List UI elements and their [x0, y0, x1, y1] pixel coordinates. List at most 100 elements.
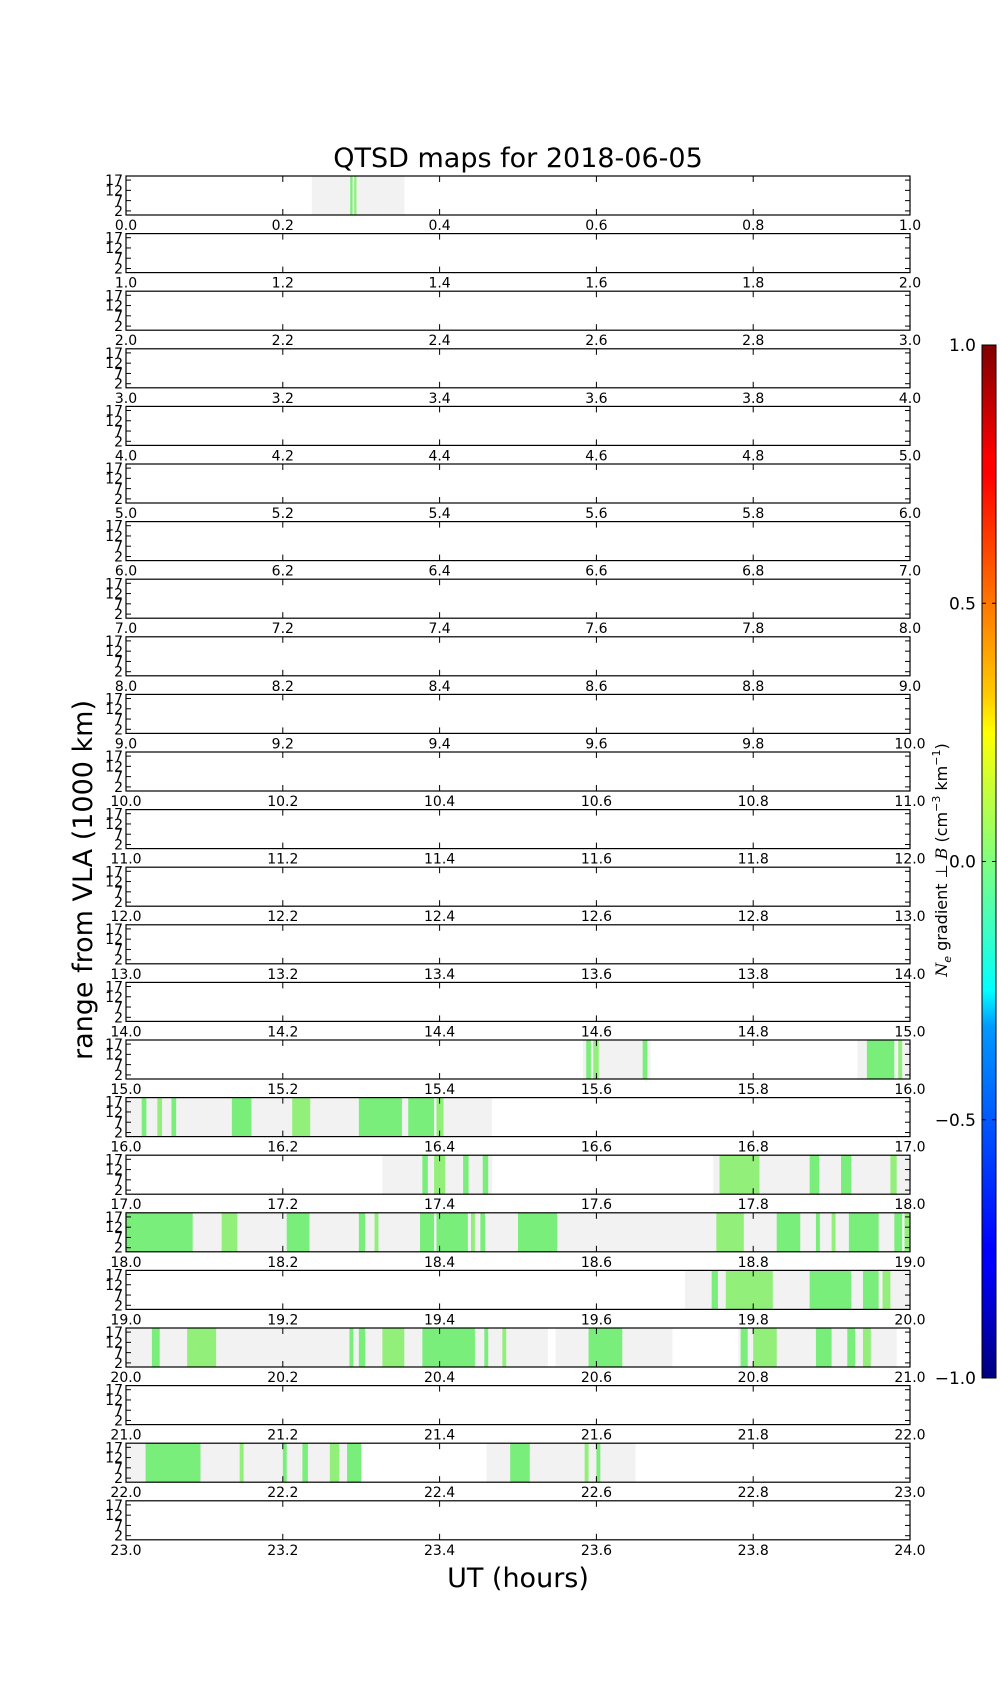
- x-tick-label: 0.4: [428, 218, 450, 234]
- x-tick-label: 6.4: [428, 564, 450, 580]
- x-tick-label: 19.8: [738, 1312, 769, 1328]
- panel-frame: [125, 1154, 911, 1195]
- x-tick-label: 5.2: [272, 506, 294, 522]
- coverage-region: [311, 176, 405, 215]
- x-tick-label: 19.0: [894, 1255, 925, 1271]
- y-tick-label: 17: [105, 1498, 123, 1514]
- y-tick-label: 17: [105, 519, 123, 535]
- detection-cell: [145, 1443, 201, 1483]
- x-tick-label: 7.2: [272, 621, 294, 637]
- colorbar-label-units: (cm: [932, 812, 951, 843]
- detection-cell: [862, 1270, 879, 1310]
- panel-frame: [125, 1212, 911, 1253]
- panel-frame: [125, 636, 911, 677]
- x-tick-label: 0.0: [115, 218, 137, 234]
- y-tick-label: 12: [105, 875, 123, 891]
- x-tick-label: 4.4: [428, 448, 450, 464]
- x-tick-label: 17.0: [110, 1197, 141, 1213]
- x-tick-label: 3.6: [585, 391, 607, 407]
- x-tick-label: 16.0: [894, 1082, 925, 1098]
- y-tick-label: 2: [114, 1010, 123, 1026]
- y-tick-label: 7: [114, 251, 123, 267]
- detection-cell: [221, 1212, 238, 1252]
- y-tick-label: 2: [114, 953, 123, 969]
- y-tick-label: 17: [105, 1210, 123, 1226]
- x-tick-label: 0.8: [742, 218, 764, 234]
- x-tick-label: 17.2: [267, 1197, 298, 1213]
- y-tick-label: 7: [114, 654, 123, 670]
- y-tick-label: 2: [114, 837, 123, 853]
- x-tick-label: 13.0: [894, 909, 925, 925]
- panel-frame: [125, 1327, 911, 1368]
- panel-frame: [125, 1039, 911, 1080]
- x-tick-label: 5.0: [115, 506, 137, 522]
- panel-frame: [125, 693, 911, 735]
- x-tick-label: 7.6: [585, 621, 607, 637]
- x-tick-label: 8.8: [742, 679, 764, 695]
- y-tick-label: 7: [114, 482, 123, 498]
- detection-cell: [584, 1443, 589, 1483]
- detection-cell: [282, 1443, 287, 1483]
- detection-cell: [480, 1212, 486, 1252]
- x-tick-label: 21.0: [894, 1370, 925, 1386]
- detection-cell: [725, 1270, 773, 1310]
- x-tick-label: 1.0: [115, 276, 137, 292]
- x-tick-label: 3.8: [742, 391, 764, 407]
- y-tick-label: 17: [105, 1152, 123, 1168]
- panel-frame: [125, 233, 911, 274]
- colorbar-label-n: N: [932, 962, 951, 978]
- y-tick-label: 7: [114, 1403, 123, 1419]
- y-tick-label: 12: [105, 587, 123, 603]
- panel-frame: [125, 1384, 911, 1426]
- colorbar-label-exp1: −3: [930, 796, 943, 812]
- detection-cell: [463, 1155, 469, 1195]
- y-tick-label: 17: [105, 864, 123, 880]
- y-tick-label: 12: [105, 471, 123, 487]
- panel-frame: [125, 1269, 911, 1311]
- x-tick-label: 14.2: [267, 1024, 298, 1040]
- colorbar-tick-label: 0.5: [949, 594, 976, 614]
- x-tick-label: 10.2: [267, 794, 298, 810]
- detection-cell: [347, 1443, 362, 1483]
- x-tick-label: 19.0: [110, 1312, 141, 1328]
- detection-cell: [809, 1155, 820, 1195]
- y-tick-label: 17: [105, 404, 123, 420]
- y-tick-label: 17: [105, 173, 123, 189]
- colorbar-label-end: ): [932, 743, 951, 749]
- x-tick-label: 13.2: [267, 967, 298, 983]
- x-tick-label: 1.4: [428, 276, 450, 292]
- detection-cell: [434, 1155, 446, 1195]
- x-tick-label: 17.4: [424, 1197, 455, 1213]
- x-tick-label: 20.8: [738, 1370, 769, 1386]
- x-tick-label: 24.0: [894, 1543, 925, 1559]
- y-tick-label: 17: [105, 1095, 123, 1111]
- colorbar: 1.0 0.5 0.0 −0.5 −1.0 Ne gradient ⊥ B (cm−3 …: [930, 336, 997, 1389]
- x-tick-label: 19.4: [424, 1312, 455, 1328]
- detection-cell: [329, 1443, 340, 1483]
- detection-cell: [354, 176, 357, 215]
- x-tick-label: 12.8: [738, 909, 769, 925]
- y-tick-label: 17: [105, 1383, 123, 1399]
- x-tick-label: 9.4: [428, 736, 450, 752]
- x-tick-label: 22.6: [581, 1485, 612, 1501]
- detection-cell: [904, 1212, 910, 1252]
- detection-cell: [187, 1328, 217, 1367]
- detection-cell: [776, 1212, 801, 1252]
- x-tick-label: 17.6: [581, 1197, 612, 1213]
- panel-frame: [125, 405, 911, 446]
- detection-cell: [502, 1328, 507, 1367]
- colorbar-tick-label: −1.0: [935, 1369, 976, 1389]
- x-tick-label: 20.6: [581, 1370, 612, 1386]
- x-tick-label: 1.6: [585, 276, 607, 292]
- x-tick-label: 4.8: [742, 448, 764, 464]
- y-tick-label: 2: [114, 204, 123, 220]
- x-tick-label: 14.6: [581, 1024, 612, 1040]
- detection-cell: [358, 1328, 366, 1367]
- y-tick-label: 12: [105, 414, 123, 430]
- x-tick-label: 23.6: [581, 1543, 612, 1559]
- panel-frame: [125, 578, 911, 619]
